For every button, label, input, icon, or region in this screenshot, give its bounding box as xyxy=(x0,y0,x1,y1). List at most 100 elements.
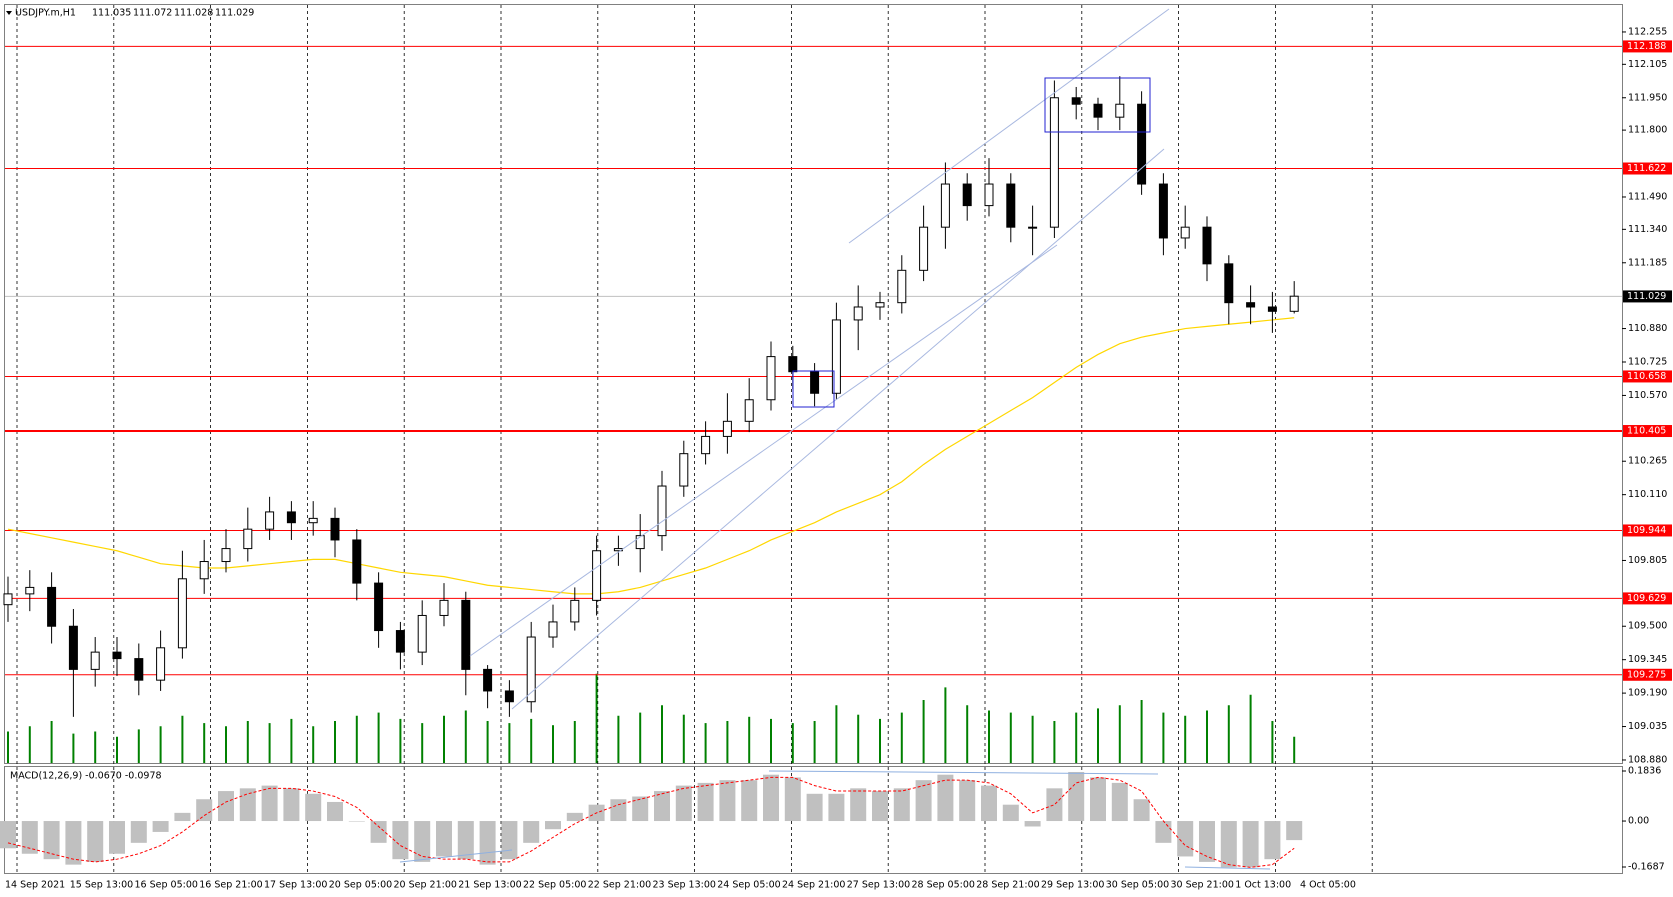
x-tick-label: 14 Sep 2021 xyxy=(5,880,65,891)
x-tick-label: 1 Oct 13:00 xyxy=(1235,880,1291,891)
candle-body xyxy=(243,528,253,550)
candle-body xyxy=(1093,103,1103,118)
macd-bar xyxy=(305,793,322,822)
level-label-bg xyxy=(1623,162,1672,175)
macd-bar xyxy=(1068,771,1085,822)
y-tick-label: 110.880 xyxy=(1628,323,1667,334)
x-tick-label: 27 Sep 13:00 xyxy=(847,880,910,891)
macd-bar xyxy=(283,788,300,822)
macd-bar xyxy=(1090,777,1106,822)
candle-body xyxy=(1246,302,1256,308)
macd-bar xyxy=(872,791,888,822)
y-tick-label: 109.500 xyxy=(1628,621,1667,632)
macd-bar xyxy=(327,801,343,822)
moving-average xyxy=(7,317,1295,595)
candle-body xyxy=(330,517,340,541)
candle-body xyxy=(199,561,209,580)
level-label-bg xyxy=(1623,592,1672,605)
macd-bar xyxy=(893,788,910,822)
level-label: 112.188 xyxy=(1627,41,1666,52)
x-tick-label: 21 Sep 13:00 xyxy=(458,880,521,891)
candle-body xyxy=(439,599,449,616)
y-tick-label: 109.035 xyxy=(1628,721,1667,732)
macd-bar xyxy=(806,793,823,822)
y-tick-label: 110.570 xyxy=(1628,390,1667,401)
candle-body xyxy=(1028,226,1038,229)
macd-bar xyxy=(784,777,801,822)
candle-body xyxy=(766,356,776,401)
macd-bar xyxy=(218,791,234,822)
y-tick-label: 112.105 xyxy=(1628,59,1667,70)
macd-bar xyxy=(850,788,867,822)
macd-bar xyxy=(196,799,213,822)
y-tick-label: 111.185 xyxy=(1628,257,1667,268)
candle-body xyxy=(1137,103,1147,185)
x-tick-label: 28 Sep 05:00 xyxy=(912,880,975,891)
channel-line xyxy=(848,8,1170,244)
candle-body xyxy=(177,578,187,649)
y-tick-label: 111.490 xyxy=(1628,191,1667,202)
channel-line xyxy=(511,148,1165,710)
macd-tick-label: 0.1836 xyxy=(1628,766,1661,777)
macd-bar xyxy=(545,821,561,830)
macd-bar xyxy=(152,821,169,832)
macd-bar xyxy=(348,821,365,822)
candle-body xyxy=(461,599,471,670)
y-tick-label: 110.110 xyxy=(1628,489,1667,500)
candle-body xyxy=(548,621,558,638)
macd-pane xyxy=(4,766,1623,874)
macd-bar xyxy=(370,821,387,843)
x-tick-label: 29 Sep 13:00 xyxy=(1041,880,1104,891)
y-tick-label: 112.255 xyxy=(1628,26,1667,37)
candle-body xyxy=(897,269,907,304)
macd-bar xyxy=(719,780,736,822)
x-tick-label: 30 Sep 05:00 xyxy=(1106,880,1169,891)
level-label-bg xyxy=(1623,524,1672,537)
macd-bar xyxy=(632,796,649,822)
macd-bar xyxy=(763,774,779,822)
price-pane xyxy=(4,4,1623,764)
x-tick-label: 16 Sep 21:00 xyxy=(199,880,262,891)
candle-body xyxy=(308,517,318,524)
candle-body xyxy=(25,586,35,595)
candle-body xyxy=(3,593,13,606)
quote-open: 111.035 xyxy=(92,8,131,19)
macd-bar xyxy=(436,821,452,857)
y-tick-label: 108.880 xyxy=(1628,754,1667,765)
macd-bar xyxy=(981,785,997,822)
candle-body xyxy=(570,599,580,623)
x-tick-label: 4 Oct 05:00 xyxy=(1300,880,1356,891)
menu-arrow[interactable] xyxy=(6,11,12,15)
macd-bar xyxy=(21,821,38,854)
macd-bar xyxy=(1155,821,1172,843)
candle-body xyxy=(744,399,754,422)
macd-bar xyxy=(675,785,692,822)
candle-body xyxy=(286,511,296,524)
macd-bar xyxy=(1286,821,1303,841)
candle-body xyxy=(1267,306,1277,312)
x-tick-label: 20 Sep 21:00 xyxy=(394,880,457,891)
y-tick-label: 110.265 xyxy=(1628,456,1667,467)
candle-body xyxy=(1049,97,1059,228)
x-tick-label: 15 Sep 13:00 xyxy=(70,880,133,891)
candle-body xyxy=(701,435,711,455)
x-tick-label: 28 Sep 21:00 xyxy=(976,880,1039,891)
macd-bar xyxy=(1242,821,1259,868)
macd-bar xyxy=(915,780,932,822)
y-tick-label: 109.190 xyxy=(1628,688,1667,699)
macd-bar xyxy=(1133,799,1150,822)
level-label: 109.275 xyxy=(1627,669,1666,680)
level-label: 109.629 xyxy=(1627,593,1666,604)
macd-bar xyxy=(174,812,191,822)
candle-body xyxy=(47,586,57,627)
candle-body xyxy=(679,453,689,487)
current-price-bg xyxy=(1623,290,1672,303)
candle-body xyxy=(592,550,602,601)
candle-body xyxy=(788,356,798,373)
candle-body xyxy=(221,548,231,563)
annotations xyxy=(6,8,1271,870)
candle-body xyxy=(875,302,885,308)
y-tick-label: 109.345 xyxy=(1628,654,1667,665)
candle-body xyxy=(831,319,841,394)
